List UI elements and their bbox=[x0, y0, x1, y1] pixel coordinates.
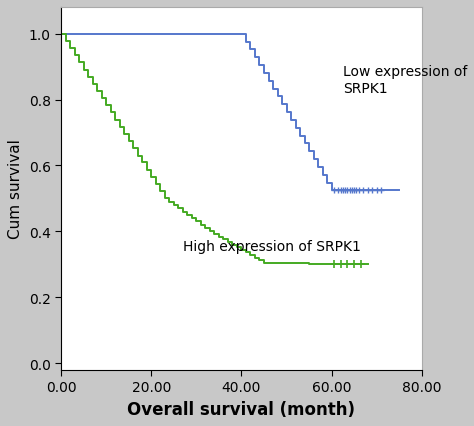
Text: Low expression of
SRPK1: Low expression of SRPK1 bbox=[343, 65, 467, 96]
Y-axis label: Cum survival: Cum survival bbox=[9, 139, 23, 239]
X-axis label: Overall survival (month): Overall survival (month) bbox=[128, 400, 356, 417]
Text: High expression of SRPK1: High expression of SRPK1 bbox=[183, 239, 361, 253]
